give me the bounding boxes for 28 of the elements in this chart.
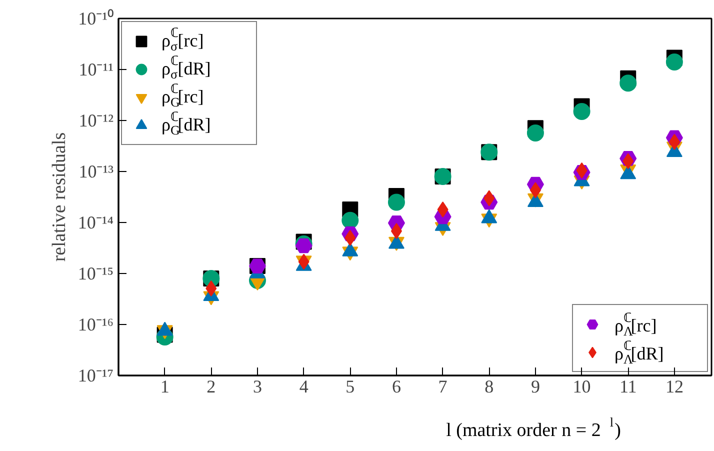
x-tick-label: 8 [484,376,494,396]
x-tick-label: 6 [392,376,401,396]
x-tick-label: 12 [665,376,684,396]
y-tick-label: 10⁻¹⁷ [78,366,114,386]
point [388,194,405,211]
point [295,238,312,254]
point [666,54,683,71]
x-tick-label: 11 [619,376,637,396]
y-axis-title: relative residuals [48,132,70,262]
x-tick-label: 3 [252,376,262,396]
point [573,103,590,120]
x-tick-label: 7 [438,376,448,396]
point [526,124,544,142]
y-tick-label: 10⁻¹⁶ [78,314,114,334]
x-tick-label: 10 [572,376,591,396]
y-tick-label: 10⁻¹³ [78,162,114,182]
point [342,212,359,229]
y-tick-label: 10⁻¹⁴ [78,212,114,232]
x-tick-label: 9 [530,376,540,396]
y-tick-label: 10⁻¹⁰ [78,8,114,28]
point [620,74,637,92]
y-tick-label: 10⁻¹⁵ [78,264,114,284]
x-tick-label: 2 [206,376,216,396]
x-tick-label: 1 [160,376,170,396]
x-tick-label: 4 [299,376,308,396]
x-tick-label: 5 [346,376,355,396]
y-tick-label: 10⁻¹¹ [78,60,114,80]
y-tick-label: 10⁻¹² [78,110,114,130]
